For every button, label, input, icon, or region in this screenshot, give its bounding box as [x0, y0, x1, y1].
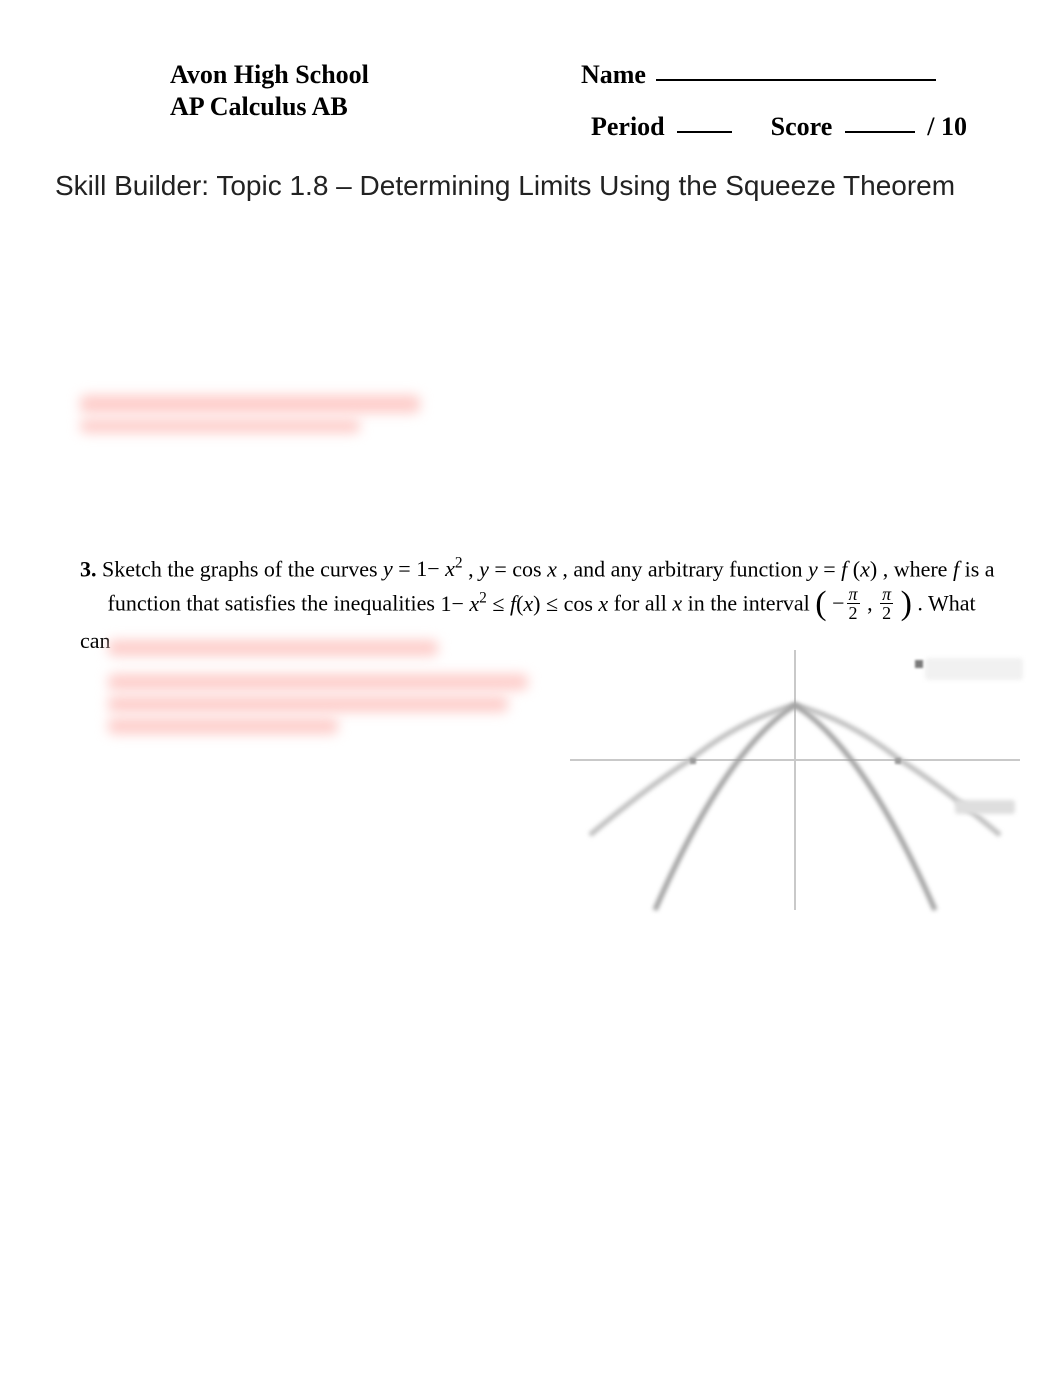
topic-title: Skill Builder: Topic 1.8 – Determining L… — [0, 142, 1062, 202]
period-label: Period — [591, 112, 665, 141]
inequality: 1− x2 ≤ f(x) ≤ cos x — [440, 591, 613, 616]
name-label: Name — [581, 60, 646, 89]
header-right: Name Period Score / 10 — [581, 60, 967, 142]
graph-svg — [560, 640, 1030, 920]
graph-squeeze — [560, 640, 1030, 920]
school-name: Avon High School — [170, 60, 369, 90]
score-max: / 10 — [927, 112, 967, 141]
label-box — [925, 658, 1023, 680]
header-left: Avon High School AP Calculus AB — [170, 60, 369, 142]
tick — [895, 758, 901, 764]
worksheet-header: Avon High School AP Calculus AB Name Per… — [0, 0, 1062, 142]
eq2: y = cos x — [479, 556, 562, 581]
name-blank[interactable] — [656, 79, 936, 81]
frac-neg-pi-2: π2 — [847, 585, 860, 622]
tick — [690, 758, 696, 764]
label-dash — [915, 660, 923, 668]
period-blank[interactable] — [677, 131, 732, 133]
q3-number: 3. — [80, 556, 97, 581]
eq3: y = f (x) — [808, 556, 883, 581]
score-blank[interactable] — [845, 131, 915, 133]
q3-text-a: Sketch the graphs of the curves — [102, 556, 383, 581]
q3-line2a: function that satisfies the inequalities — [108, 591, 441, 616]
period-score-line: Period Score / 10 — [591, 112, 967, 142]
frac-pi-2: π2 — [880, 585, 893, 622]
course-name: AP Calculus AB — [170, 92, 369, 122]
redacted-region-1 — [80, 395, 440, 465]
label-box-2 — [955, 800, 1015, 814]
eq1: y = 1− x2 — [383, 556, 468, 581]
redacted-region-2 — [108, 640, 528, 740]
q3-text-b: , and any arbitrary function — [562, 556, 808, 581]
score-label: Score — [771, 112, 833, 141]
name-field-line: Name — [581, 60, 936, 90]
